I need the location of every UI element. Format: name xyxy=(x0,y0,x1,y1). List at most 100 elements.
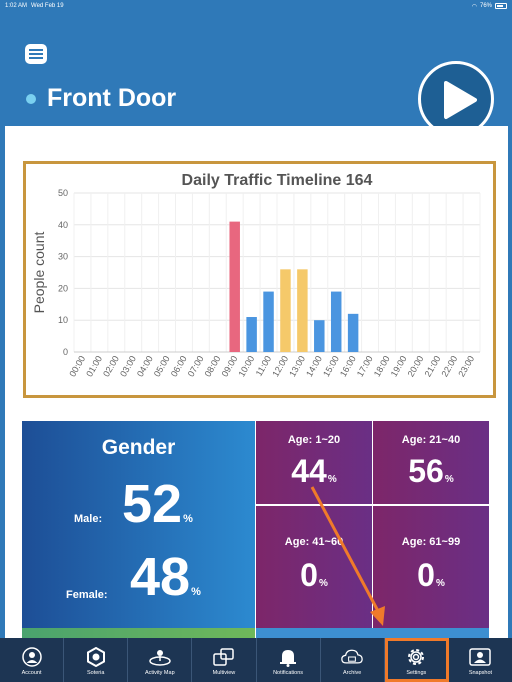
x-tick-label: 16:00 xyxy=(338,354,358,379)
y-axis-label: People count xyxy=(31,232,47,314)
y-tick-label: 30 xyxy=(58,252,68,262)
next-card-strip-green xyxy=(22,628,255,638)
male-pct: % xyxy=(183,513,193,525)
x-tick-label: 05:00 xyxy=(152,354,172,379)
x-tick-label: 23:00 xyxy=(456,354,476,379)
x-tick-label: 02:00 xyxy=(101,354,121,379)
status-dot xyxy=(26,94,36,104)
notifications-icon xyxy=(277,646,299,668)
age-number: 56 xyxy=(408,453,444,489)
age-pct: % xyxy=(435,578,445,589)
tab-label: Account xyxy=(21,670,42,676)
battery-icon xyxy=(495,3,507,9)
age-number: 0 xyxy=(300,557,318,593)
y-tick-label: 10 xyxy=(58,315,68,325)
x-tick-label: 09:00 xyxy=(220,354,240,379)
tab-activity-map[interactable]: Activity Map xyxy=(128,638,193,682)
female-number: 48 xyxy=(130,547,191,607)
age-pct: % xyxy=(444,474,454,485)
age-pct: % xyxy=(318,578,328,589)
tab-account[interactable]: Account xyxy=(0,638,65,682)
tab-snapshot[interactable]: Snapshot xyxy=(449,638,512,682)
status-right: ◠ 76% xyxy=(472,3,507,10)
settings-gear-icon xyxy=(405,646,427,668)
snapshot-icon xyxy=(469,646,492,668)
multiview-icon xyxy=(213,646,235,668)
x-tick-label: 18:00 xyxy=(372,354,392,379)
age-number: 44 xyxy=(291,453,327,489)
x-tick-label: 14:00 xyxy=(304,354,324,379)
age-number: 0 xyxy=(417,557,435,593)
x-tick-label: 08:00 xyxy=(203,354,223,379)
x-tick-label: 04:00 xyxy=(135,354,155,379)
tab-archive[interactable]: Archive xyxy=(321,638,385,682)
chart-bar xyxy=(347,313,359,352)
age-value: 44% xyxy=(256,453,372,490)
tab-label: Soteria xyxy=(86,670,105,676)
gender-title: Gender xyxy=(101,436,176,459)
tab-label: Multiview xyxy=(212,670,236,676)
chart-bar xyxy=(314,320,325,352)
chart-bar xyxy=(297,269,308,352)
x-tick-label: 12:00 xyxy=(270,354,290,379)
gender-card: Gender Male: 52% Female: 48% xyxy=(22,421,255,628)
age-card-1-20: Age: 1~20 44% xyxy=(256,421,372,504)
chart-title: Daily Traffic Timeline 164 xyxy=(182,172,373,189)
age-value: 0% xyxy=(373,557,489,594)
y-tick-label: 40 xyxy=(58,220,68,230)
x-tick-label: 06:00 xyxy=(169,354,189,379)
chart-bar xyxy=(280,269,291,352)
age-card-41-60: Age: 41~60 0% xyxy=(256,506,372,628)
age-value: 0% xyxy=(256,557,372,594)
x-tick-label: 22:00 xyxy=(439,354,459,379)
y-tick-label: 0 xyxy=(63,347,68,357)
wifi-icon: ◠ xyxy=(471,3,477,10)
chart-bar xyxy=(330,291,342,352)
age-label: Age: 21~40 xyxy=(401,434,461,446)
next-card-strip-blue xyxy=(256,628,489,638)
y-tick-label: 20 xyxy=(58,283,68,293)
male-value: 52% xyxy=(122,473,193,535)
male-label: Male: xyxy=(74,513,103,525)
age-card-61-99: Age: 61~99 0% xyxy=(373,506,489,628)
hamburger-menu-icon[interactable] xyxy=(25,44,47,64)
battery-percent: 76% xyxy=(479,3,492,9)
header: Front Door xyxy=(0,12,512,137)
age-label: Age: 61~99 xyxy=(401,536,461,548)
tab-label: Archive xyxy=(343,670,362,676)
age-label: Age: 1~20 xyxy=(287,434,341,446)
play-icon xyxy=(444,81,477,119)
page-title: Front Door xyxy=(47,84,177,112)
play-button[interactable] xyxy=(418,61,494,137)
activity-map-icon xyxy=(149,646,171,668)
female-label: Female: xyxy=(66,589,108,601)
tab-label: Settings xyxy=(406,670,427,676)
age-value: 56% xyxy=(373,453,489,490)
status-bar: 1:02 AM Wed Feb 19 ◠ 76% xyxy=(0,0,512,12)
soteria-logo-icon xyxy=(85,646,107,668)
traffic-chart: Daily Traffic Timeline 164 People count 0 1… xyxy=(23,161,496,398)
x-tick-label: 15:00 xyxy=(321,354,341,379)
x-tick-label: 21:00 xyxy=(423,354,443,379)
age-pct: % xyxy=(327,474,337,485)
y-tick-label: 50 xyxy=(58,188,68,198)
tab-notifications[interactable]: Notifications xyxy=(257,638,321,682)
content-panel: Daily Traffic Timeline 164 People count 0 1… xyxy=(5,126,508,638)
female-pct: % xyxy=(191,586,201,598)
account-icon xyxy=(21,646,43,668)
tab-multiview[interactable]: Multiview xyxy=(192,638,257,682)
x-tick-label: 19:00 xyxy=(389,354,409,379)
status-date: Wed Feb 19 xyxy=(31,3,64,9)
x-tick-label: 13:00 xyxy=(287,354,307,379)
bottom-tab-bar: Account Soteria Activity Map Multiview N… xyxy=(0,638,512,682)
tab-settings[interactable]: Settings xyxy=(384,638,449,682)
chart-bar xyxy=(263,291,274,352)
age-label: Age: 41~60 xyxy=(284,536,344,548)
tab-label: Activity Map xyxy=(144,670,175,676)
male-number: 52 xyxy=(122,474,183,534)
x-tick-label: 10:00 xyxy=(236,354,256,379)
x-tick-label: 01:00 xyxy=(84,354,104,379)
age-card-21-40: Age: 21~40 56% xyxy=(373,421,489,504)
tab-soteria[interactable]: Soteria xyxy=(64,638,129,682)
